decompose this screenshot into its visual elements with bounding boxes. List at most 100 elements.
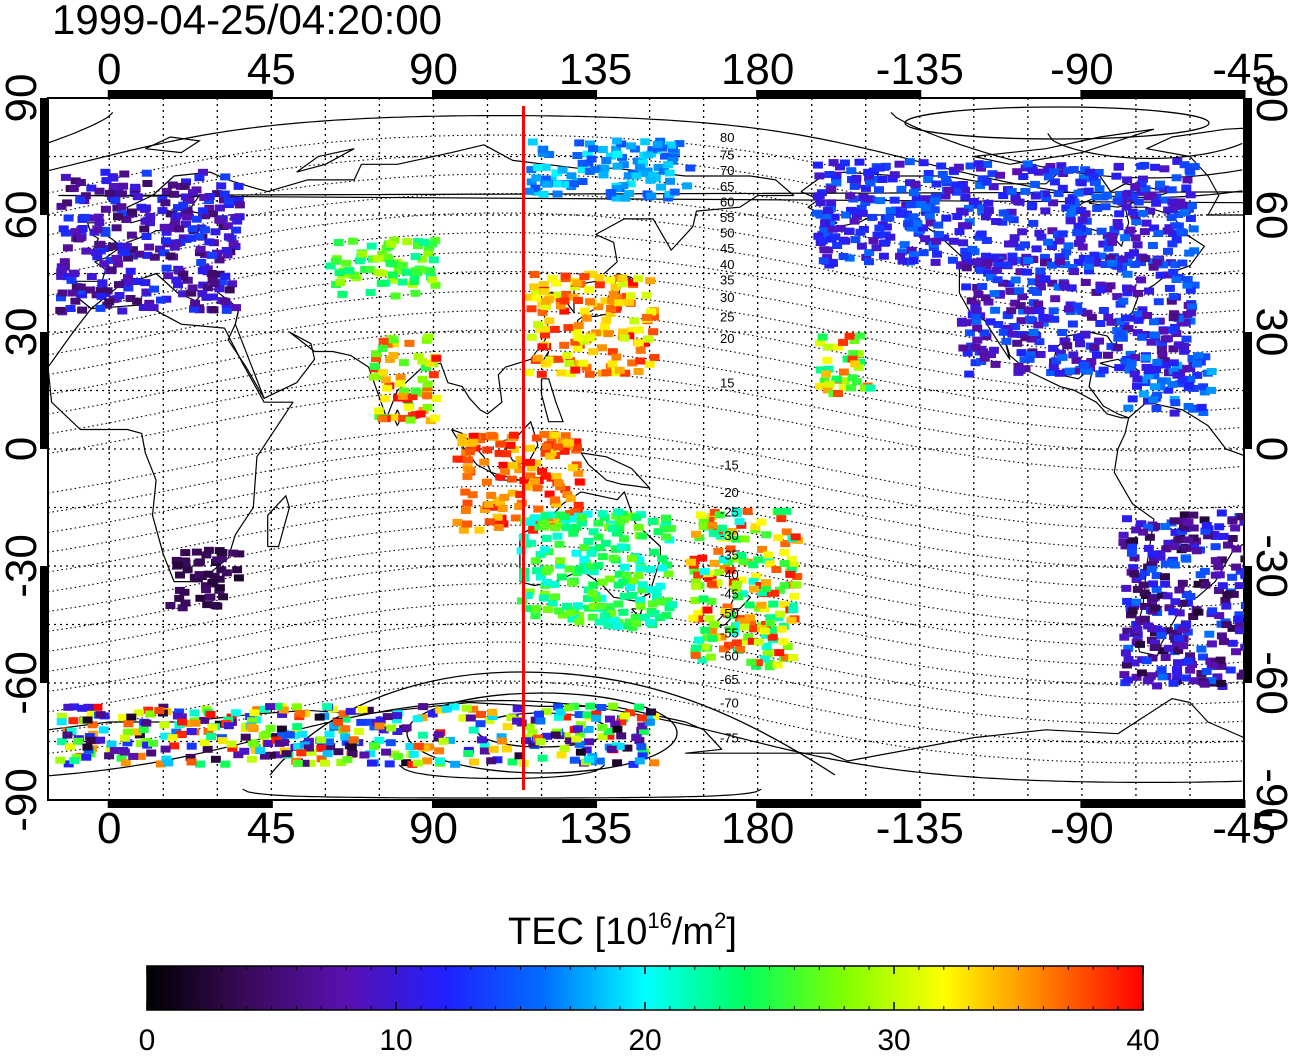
- tec-cell: [1151, 572, 1162, 580]
- tec-cell: [941, 214, 952, 222]
- tec-cell: [767, 626, 778, 634]
- tec-cell: [538, 145, 549, 153]
- tec-cell: [171, 212, 182, 220]
- tec-cell: [1122, 289, 1133, 297]
- tec-cell: [1168, 268, 1179, 276]
- tec-cell: [537, 308, 548, 316]
- tec-cell: [1135, 640, 1145, 648]
- mlat-label: -55: [720, 625, 739, 640]
- tec-cell: [831, 179, 842, 187]
- tec-cell: [234, 550, 245, 558]
- tec-cell: [571, 438, 582, 446]
- tec-cell: [702, 634, 713, 642]
- tec-cell: [1207, 662, 1218, 670]
- right-lat-label: 0: [1247, 437, 1292, 461]
- tec-cell: [1182, 599, 1193, 607]
- tec-cell: [381, 748, 392, 756]
- tec-cell: [1128, 564, 1139, 572]
- tec-cell: [772, 661, 783, 669]
- tec-cell: [187, 284, 198, 292]
- top-lon-label: -45: [1212, 45, 1276, 94]
- tec-cell: [366, 759, 377, 767]
- tec-cell: [410, 253, 421, 261]
- tec-cell: [565, 737, 576, 745]
- tec-cell: [1129, 554, 1140, 562]
- tec-cell: [221, 306, 232, 314]
- tec-cell: [1048, 199, 1059, 207]
- tec-cell: [884, 214, 895, 222]
- tec-cell: [980, 213, 991, 221]
- tec-cell: [476, 736, 487, 744]
- tec-cell: [855, 358, 866, 366]
- tec-cell: [1147, 625, 1158, 633]
- tec-cell: [100, 229, 111, 237]
- tec-cell: [570, 327, 581, 335]
- tec-cell: [719, 565, 730, 573]
- colorbar-tick-label: 10: [379, 1024, 412, 1057]
- tec-cell: [1054, 253, 1065, 261]
- tec-cell: [104, 189, 115, 197]
- tec-cell: [496, 733, 507, 741]
- tec-cell: [499, 493, 510, 501]
- tec-cell: [1001, 337, 1012, 345]
- tec-cell: [700, 643, 711, 651]
- tec-cell: [182, 720, 193, 727]
- tec-cell: [579, 273, 590, 281]
- tec-cell: [1171, 275, 1182, 283]
- tec-cell: [1160, 560, 1171, 568]
- tec-cell: [639, 339, 650, 347]
- tec-cell: [912, 220, 923, 227]
- tec-cell: [653, 528, 664, 536]
- tec-cell: [126, 208, 137, 216]
- tec-cell: [1185, 593, 1196, 600]
- tec-cell: [964, 329, 975, 337]
- mlat-contour: [48, 111, 114, 144]
- tec-cell: [581, 363, 592, 371]
- tec-cell: [847, 355, 858, 363]
- tec-cell: [506, 475, 517, 483]
- tec-cell: [135, 752, 146, 760]
- tec-cell: [1136, 162, 1147, 170]
- tec-cell: [540, 303, 551, 310]
- tec-cell: [977, 208, 988, 216]
- tec-cell: [1183, 518, 1194, 526]
- tec-cell: [697, 554, 708, 562]
- tec-cell: [200, 582, 211, 590]
- tec-cell: [1199, 516, 1210, 524]
- tec-cell: [240, 733, 251, 741]
- tec-cell: [1214, 587, 1224, 594]
- tec-cell: [552, 532, 563, 540]
- coastline: [145, 136, 201, 154]
- tec-cell: [486, 491, 497, 499]
- tec-cell: [648, 328, 659, 336]
- tec-cell: [377, 269, 388, 277]
- tec-cell: [63, 214, 74, 222]
- tec-cell: [597, 344, 607, 352]
- tec-cell: [1121, 190, 1132, 198]
- tec-cell: [1123, 656, 1134, 663]
- tec-cell: [1061, 204, 1072, 212]
- tec-cell: [767, 633, 778, 641]
- tec-cell: [177, 718, 188, 726]
- tec-cell: [1172, 157, 1183, 165]
- tec-cell: [983, 269, 994, 277]
- tec-cell: [734, 518, 745, 526]
- tec-cell: [1138, 175, 1148, 183]
- tec-cell: [544, 490, 555, 498]
- tec-cell: [487, 432, 498, 440]
- tec-cell: [976, 345, 987, 353]
- tec-cell: [597, 146, 608, 153]
- tec-cell: [568, 464, 579, 472]
- tec-cell: [201, 293, 212, 301]
- tec-cell: [544, 317, 555, 325]
- tec-cell: [582, 150, 593, 158]
- tec-cell: [970, 343, 981, 351]
- tec-cell: [1140, 255, 1151, 263]
- tec-cell: [426, 276, 437, 284]
- tec-cell: [1133, 289, 1143, 297]
- tec-cell: [698, 595, 709, 603]
- tec-cell: [1038, 319, 1049, 327]
- tec-cell: [1061, 248, 1072, 256]
- tec-cell: [1185, 286, 1196, 294]
- tec-cell: [419, 744, 430, 752]
